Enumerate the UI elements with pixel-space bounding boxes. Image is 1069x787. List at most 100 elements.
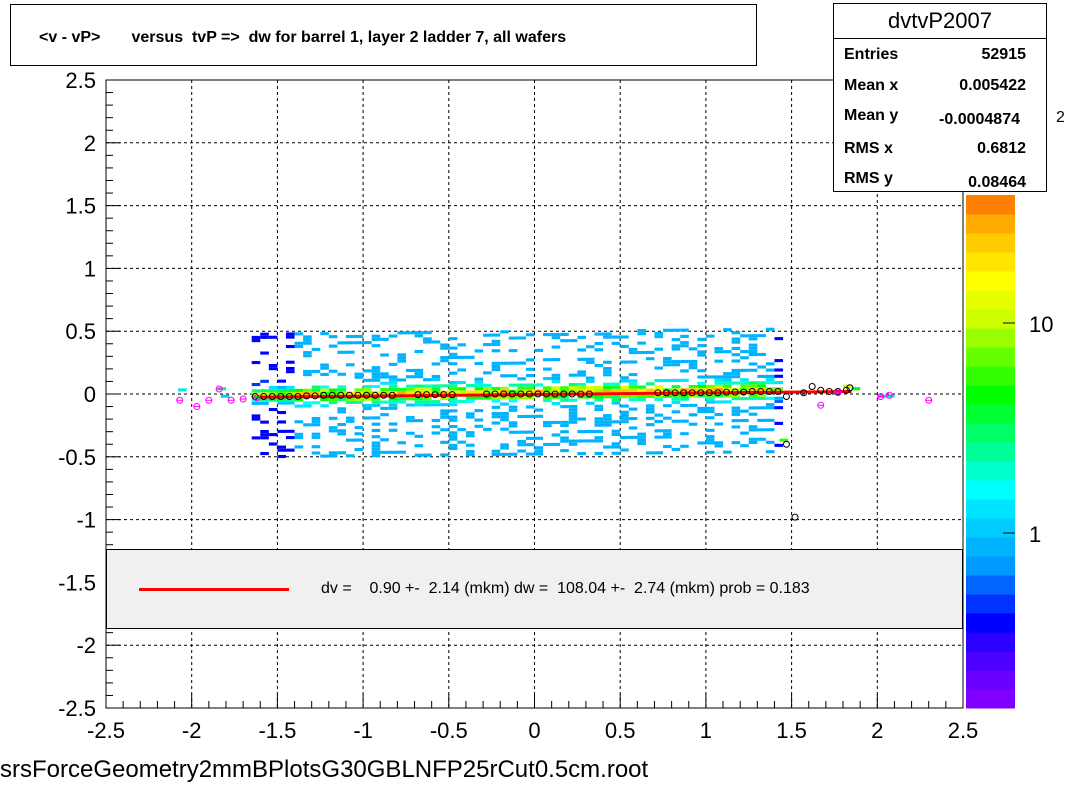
heatmap-cell [620, 413, 629, 418]
heatmap-cell [740, 431, 749, 435]
heatmap-cell [363, 416, 372, 420]
heatmap-cell [371, 422, 381, 426]
heatmap-cell [697, 337, 706, 341]
heatmap-cell [423, 390, 432, 394]
heatmap-cell [483, 427, 492, 431]
heatmap-cell [320, 366, 329, 370]
heatmap-cell [465, 412, 475, 416]
heatmap-cell [448, 387, 458, 391]
x-tick-label: -2 [182, 718, 202, 743]
heatmap-cell [474, 383, 484, 388]
x-tick-label: -1.5 [258, 718, 296, 743]
heatmap-cell [303, 369, 312, 374]
heatmap-cell [448, 381, 458, 385]
legend-line-swatch [139, 588, 289, 591]
palette-swatch [966, 347, 1015, 367]
heatmap-cell [388, 362, 398, 366]
heatmap-cell [440, 453, 449, 457]
heatmap-cell [474, 409, 484, 413]
heatmap-cell [508, 336, 518, 340]
heatmap-cell [405, 375, 415, 379]
profile-point [337, 391, 345, 399]
heatmap-cell [474, 377, 484, 381]
heatmap-cell [251, 401, 261, 405]
heatmap-cell [551, 376, 561, 381]
heatmap-cell [491, 349, 501, 353]
heatmap-cell [740, 356, 749, 360]
heatmap-cell [423, 453, 432, 457]
heatmap-cell [637, 435, 646, 439]
heatmap-cell [645, 357, 655, 361]
heatmap-cell [337, 385, 346, 389]
heatmap-cell [277, 379, 286, 383]
palette-swatch [966, 404, 1015, 424]
heatmap-cell [431, 384, 441, 388]
heatmap-cell [851, 387, 861, 391]
heatmap-cell [757, 374, 766, 379]
heatmap-cell [405, 416, 415, 420]
heatmap-cell [611, 382, 621, 386]
heatmap-cell [311, 432, 321, 436]
heatmap-cell [620, 420, 629, 424]
heatmap-cell [337, 388, 346, 392]
heatmap-cell [328, 344, 338, 348]
heatmap-cell [543, 333, 552, 337]
heatmap-cell [285, 388, 295, 393]
heatmap-cell [594, 385, 604, 390]
heatmap-cell [740, 368, 749, 372]
heatmap-cell [620, 410, 629, 414]
heatmap-cell [465, 415, 475, 419]
y-tick-label: 2.5 [65, 68, 96, 93]
heatmap-cell [714, 422, 724, 426]
heatmap-cell [568, 339, 578, 343]
heatmap-cell [645, 350, 655, 354]
heatmap-cell [543, 386, 552, 390]
heatmap-cell [268, 407, 278, 412]
stat-value: 52915 [981, 46, 1027, 63]
heatmap-cell [714, 381, 724, 385]
heatmap-cell [654, 385, 664, 389]
heatmap-cell [354, 438, 364, 442]
heatmap-cell [423, 337, 432, 341]
heatmap-cell [620, 379, 629, 383]
heatmap-cell [645, 451, 655, 455]
heatmap-cell [748, 343, 758, 347]
heatmap-cell [560, 430, 569, 434]
heatmap-cell [723, 384, 732, 388]
profile-point [748, 387, 756, 395]
heatmap-cell [748, 406, 758, 410]
heatmap-cell [525, 396, 535, 400]
heatmap-cell [697, 369, 706, 373]
heatmap-cell [663, 404, 672, 408]
heatmap-cell [277, 389, 286, 393]
heatmap-cell [474, 424, 484, 428]
x-tick-label: 0 [528, 718, 540, 743]
heatmap-cell [371, 378, 381, 382]
heatmap-cell [603, 335, 612, 339]
heatmap-cell [774, 406, 784, 410]
heatmap-cell [680, 403, 689, 408]
heatmap-cell [465, 453, 475, 457]
heatmap-cell [320, 332, 329, 336]
heatmap-cell [500, 411, 509, 416]
heatmap-cell [380, 375, 389, 379]
heatmap-cell [414, 444, 424, 448]
heatmap-cell [757, 352, 766, 357]
heatmap-cell [637, 328, 646, 333]
heatmap-cell [508, 399, 518, 403]
profile-point [782, 440, 790, 448]
heatmap-cell [705, 406, 715, 410]
heatmap-cell [277, 410, 286, 415]
heatmap-cell [543, 395, 552, 399]
profile-point-outlier [253, 394, 261, 402]
heatmap-cell [603, 385, 612, 389]
heatmap-cell [440, 409, 449, 413]
heatmap-cell [371, 454, 381, 458]
color-palette: 1 10 2 [966, 109, 1065, 709]
heatmap-cell [765, 327, 775, 331]
heatmap-cell [508, 374, 518, 378]
profile-point [817, 386, 825, 394]
heatmap-cell [714, 400, 724, 404]
heatmap-cell [765, 362, 775, 366]
heatmap-cell [448, 346, 458, 350]
